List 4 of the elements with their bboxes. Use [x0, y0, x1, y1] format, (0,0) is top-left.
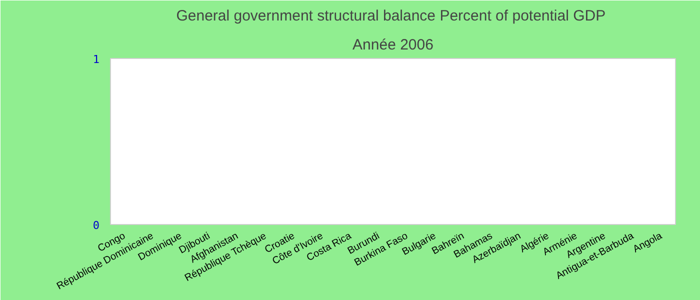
- y-tick-label: 0: [92, 219, 100, 232]
- chart-subtitle: Année 2006: [352, 36, 434, 54]
- y-tick-label: 1: [92, 53, 100, 66]
- chart-title: General government structural balance Percent of potential GDP: [176, 8, 606, 24]
